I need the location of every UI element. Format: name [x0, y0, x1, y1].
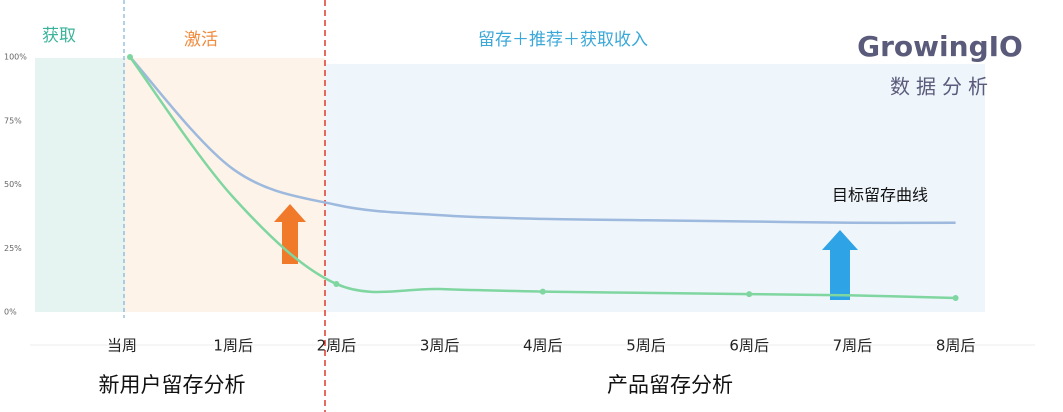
section-label: 产品留存分析 [607, 373, 733, 397]
y-tick-label: 75% [4, 116, 22, 125]
x-tick-label: 2周后 [317, 337, 357, 355]
point [127, 54, 133, 60]
legend-label: 目标留存曲线 [832, 186, 928, 205]
logo: GrowingIO [857, 30, 1023, 63]
x-tick-label: 4周后 [523, 337, 563, 355]
point [333, 280, 340, 287]
point [539, 288, 546, 295]
series-line [129, 56, 956, 225]
arrow [822, 230, 858, 300]
x-tick-label: 6周后 [729, 337, 769, 355]
arrow [274, 204, 306, 264]
x-tick-label: 1周后 [213, 337, 253, 355]
x-tick-label: 3周后 [420, 337, 460, 355]
stage-bg [325, 64, 985, 312]
y-tick-label: 0% [4, 308, 17, 317]
stage-bg [35, 58, 125, 312]
stage-bg [125, 58, 325, 312]
stage-label: 激活 [184, 30, 218, 50]
point [746, 291, 753, 298]
point [952, 294, 959, 301]
logo-subtitle: 数据分析 [890, 75, 994, 99]
x-tick-label: 8周后 [936, 337, 976, 355]
y-tick-label: 25% [4, 244, 22, 253]
stage-label: 留存＋推荐＋获取收入 [478, 30, 648, 50]
x-tick-label: 7周后 [833, 337, 873, 355]
y-tick-label: 50% [4, 180, 22, 189]
x-tick-label: 5周后 [626, 337, 666, 355]
y-tick-label: 100% [4, 53, 27, 62]
x-tick-label: 当周 [107, 337, 137, 355]
series-line [128, 56, 956, 300]
stage-label: 获取 [42, 26, 76, 46]
section-label: 新用户留存分析 [99, 373, 246, 397]
